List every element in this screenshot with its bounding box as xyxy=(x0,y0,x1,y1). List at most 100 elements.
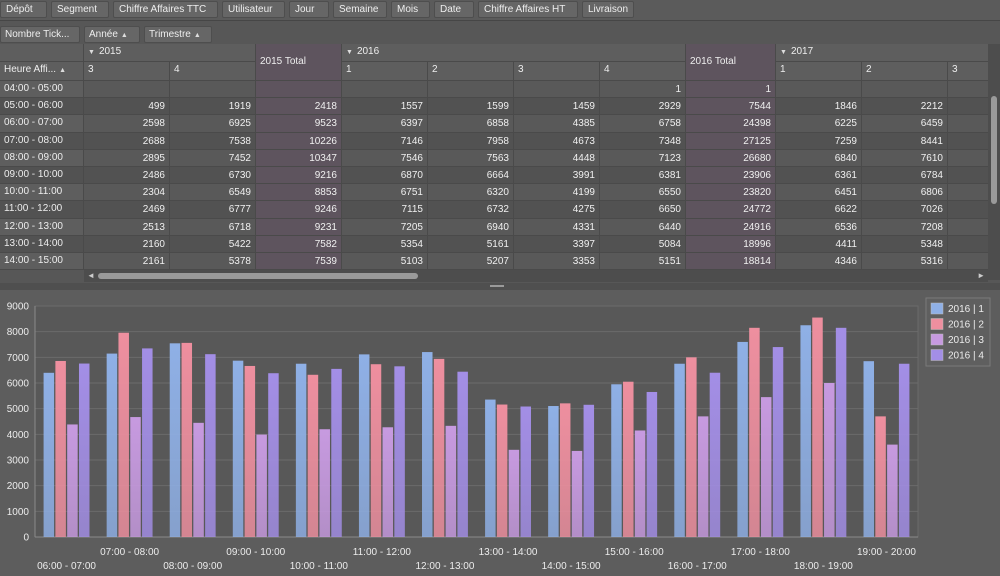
total-cell[interactable]: 7582 xyxy=(256,235,342,253)
data-cell[interactable]: 4331 xyxy=(514,218,600,236)
data-cell[interactable]: 6397 xyxy=(342,115,428,133)
column-field-trimestre[interactable]: Trimestre ▲ xyxy=(144,26,212,43)
data-cell[interactable]: 6451 xyxy=(776,184,862,202)
data-cell[interactable]: 2513 xyxy=(84,218,170,236)
filter-field[interactable]: Chiffre Affaires TTC xyxy=(113,1,218,18)
data-cell[interactable]: 7146 xyxy=(342,132,428,150)
quarter-header[interactable]: 3 xyxy=(514,62,600,81)
data-cell[interactable] xyxy=(342,81,428,99)
data-cell[interactable] xyxy=(948,253,988,270)
data-cell[interactable]: 6536 xyxy=(776,218,862,236)
data-cell[interactable]: 5422 xyxy=(170,235,256,253)
quarter-header[interactable]: 4 xyxy=(170,62,256,81)
data-cell[interactable]: 7123 xyxy=(600,149,686,167)
data-cell[interactable]: 1599 xyxy=(428,98,514,116)
year-header[interactable]: ▼ 2015 xyxy=(84,44,256,62)
total-cell[interactable]: 23906 xyxy=(686,167,776,185)
row-header[interactable]: 13:00 - 14:00 xyxy=(0,235,84,253)
row-header[interactable]: 08:00 - 09:00 xyxy=(0,149,84,167)
filter-field[interactable]: Date xyxy=(434,1,474,18)
data-cell[interactable]: 6718 xyxy=(170,218,256,236)
data-cell[interactable]: 7348 xyxy=(600,132,686,150)
data-cell[interactable] xyxy=(948,150,988,167)
data-cell[interactable]: 7538 xyxy=(170,132,256,150)
data-cell[interactable]: 5151 xyxy=(600,253,686,270)
quarter-header[interactable]: 2 xyxy=(862,62,948,81)
data-cell[interactable]: 6550 xyxy=(600,184,686,202)
data-cell[interactable]: 5378 xyxy=(170,253,256,270)
total-cell[interactable]: 7544 xyxy=(686,98,776,116)
data-cell[interactable]: 3353 xyxy=(514,253,600,270)
data-cell[interactable]: 4346 xyxy=(776,253,862,270)
total-cell[interactable]: 23820 xyxy=(686,184,776,202)
data-cell[interactable]: 7208 xyxy=(862,218,948,236)
data-cell[interactable]: 7205 xyxy=(342,218,428,236)
data-cell[interactable]: 2160 xyxy=(84,235,170,253)
row-header[interactable]: 10:00 - 11:00 xyxy=(0,184,84,202)
data-cell[interactable] xyxy=(170,81,256,99)
data-cell[interactable]: 6650 xyxy=(600,201,686,219)
data-cell[interactable]: 3397 xyxy=(514,235,600,253)
data-cell[interactable] xyxy=(948,167,988,185)
total-cell[interactable]: 7539 xyxy=(256,253,342,270)
collapse-icon[interactable]: ▼ xyxy=(780,49,787,56)
data-cell[interactable]: 2161 xyxy=(84,253,170,270)
quarter-header[interactable]: 2 xyxy=(428,62,514,81)
data-cell[interactable]: 5161 xyxy=(428,235,514,253)
data-cell[interactable]: 6622 xyxy=(776,201,862,219)
data-cell[interactable]: 7115 xyxy=(342,201,428,219)
row-header[interactable]: 12:00 - 13:00 xyxy=(0,218,84,236)
data-cell[interactable] xyxy=(862,81,948,99)
data-cell[interactable]: 8441 xyxy=(862,132,948,150)
data-cell[interactable]: 5348 xyxy=(862,235,948,253)
total-cell[interactable]: 24916 xyxy=(686,218,776,236)
row-header[interactable]: 07:00 - 08:00 xyxy=(0,132,84,150)
data-cell[interactable]: 4448 xyxy=(514,149,600,167)
quarter-header[interactable]: 1 xyxy=(776,62,862,81)
data-cell[interactable]: 6858 xyxy=(428,115,514,133)
data-cell[interactable]: 7026 xyxy=(862,201,948,219)
quarter-header[interactable]: 3 xyxy=(948,62,988,81)
data-cell[interactable]: 6784 xyxy=(862,167,948,185)
filter-field[interactable]: Segment xyxy=(51,1,109,18)
total-cell[interactable]: 10347 xyxy=(256,149,342,167)
total-cell[interactable]: 9231 xyxy=(256,218,342,236)
filter-field[interactable]: Semaine xyxy=(333,1,387,18)
row-field-heure[interactable]: Heure Affi... ▲ xyxy=(0,62,84,81)
total-cell[interactable]: 26680 xyxy=(686,149,776,167)
data-cell[interactable]: 6320 xyxy=(428,184,514,202)
data-cell[interactable]: 2212 xyxy=(862,98,948,116)
total-cell[interactable]: 9523 xyxy=(256,115,342,133)
data-cell[interactable]: 2469 xyxy=(84,201,170,219)
vertical-scroll-thumb[interactable] xyxy=(991,96,997,204)
total-cell[interactable]: 2418 xyxy=(256,98,342,116)
filter-field[interactable]: Mois xyxy=(391,1,430,18)
data-cell[interactable]: 1459 xyxy=(514,98,600,116)
data-cell[interactable] xyxy=(776,81,862,99)
data-cell[interactable]: 7546 xyxy=(342,149,428,167)
data-cell[interactable]: 1 xyxy=(600,81,686,99)
total-column-header[interactable]: 2016 Total xyxy=(686,44,776,81)
data-cell[interactable]: 2304 xyxy=(84,184,170,202)
data-cell[interactable]: 7259 xyxy=(776,132,862,150)
data-cell[interactable] xyxy=(948,132,988,150)
row-header[interactable]: 06:00 - 07:00 xyxy=(0,115,84,133)
data-cell[interactable] xyxy=(948,235,988,253)
data-cell[interactable]: 3991 xyxy=(514,167,600,185)
data-cell[interactable] xyxy=(514,81,600,99)
data-cell[interactable]: 1846 xyxy=(776,98,862,116)
pane-splitter[interactable] xyxy=(0,283,1000,290)
data-cell[interactable]: 6664 xyxy=(428,167,514,185)
data-cell[interactable] xyxy=(948,201,988,219)
total-cell[interactable]: 18814 xyxy=(686,253,776,270)
data-cell[interactable]: 5207 xyxy=(428,253,514,270)
filter-field[interactable]: Dépôt xyxy=(0,1,47,18)
data-cell[interactable]: 6440 xyxy=(600,218,686,236)
collapse-icon[interactable]: ▼ xyxy=(88,49,95,56)
total-column-header[interactable]: 2015 Total xyxy=(256,44,342,81)
data-cell[interactable]: 2598 xyxy=(84,115,170,133)
collapse-icon[interactable]: ▼ xyxy=(346,49,353,56)
data-cell[interactable] xyxy=(948,98,988,116)
total-cell[interactable]: 9216 xyxy=(256,167,342,185)
data-cell[interactable]: 6777 xyxy=(170,201,256,219)
